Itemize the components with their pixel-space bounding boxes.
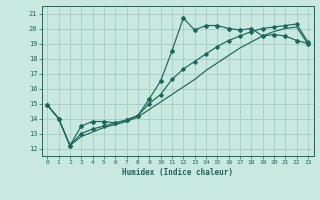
X-axis label: Humidex (Indice chaleur): Humidex (Indice chaleur): [122, 168, 233, 177]
